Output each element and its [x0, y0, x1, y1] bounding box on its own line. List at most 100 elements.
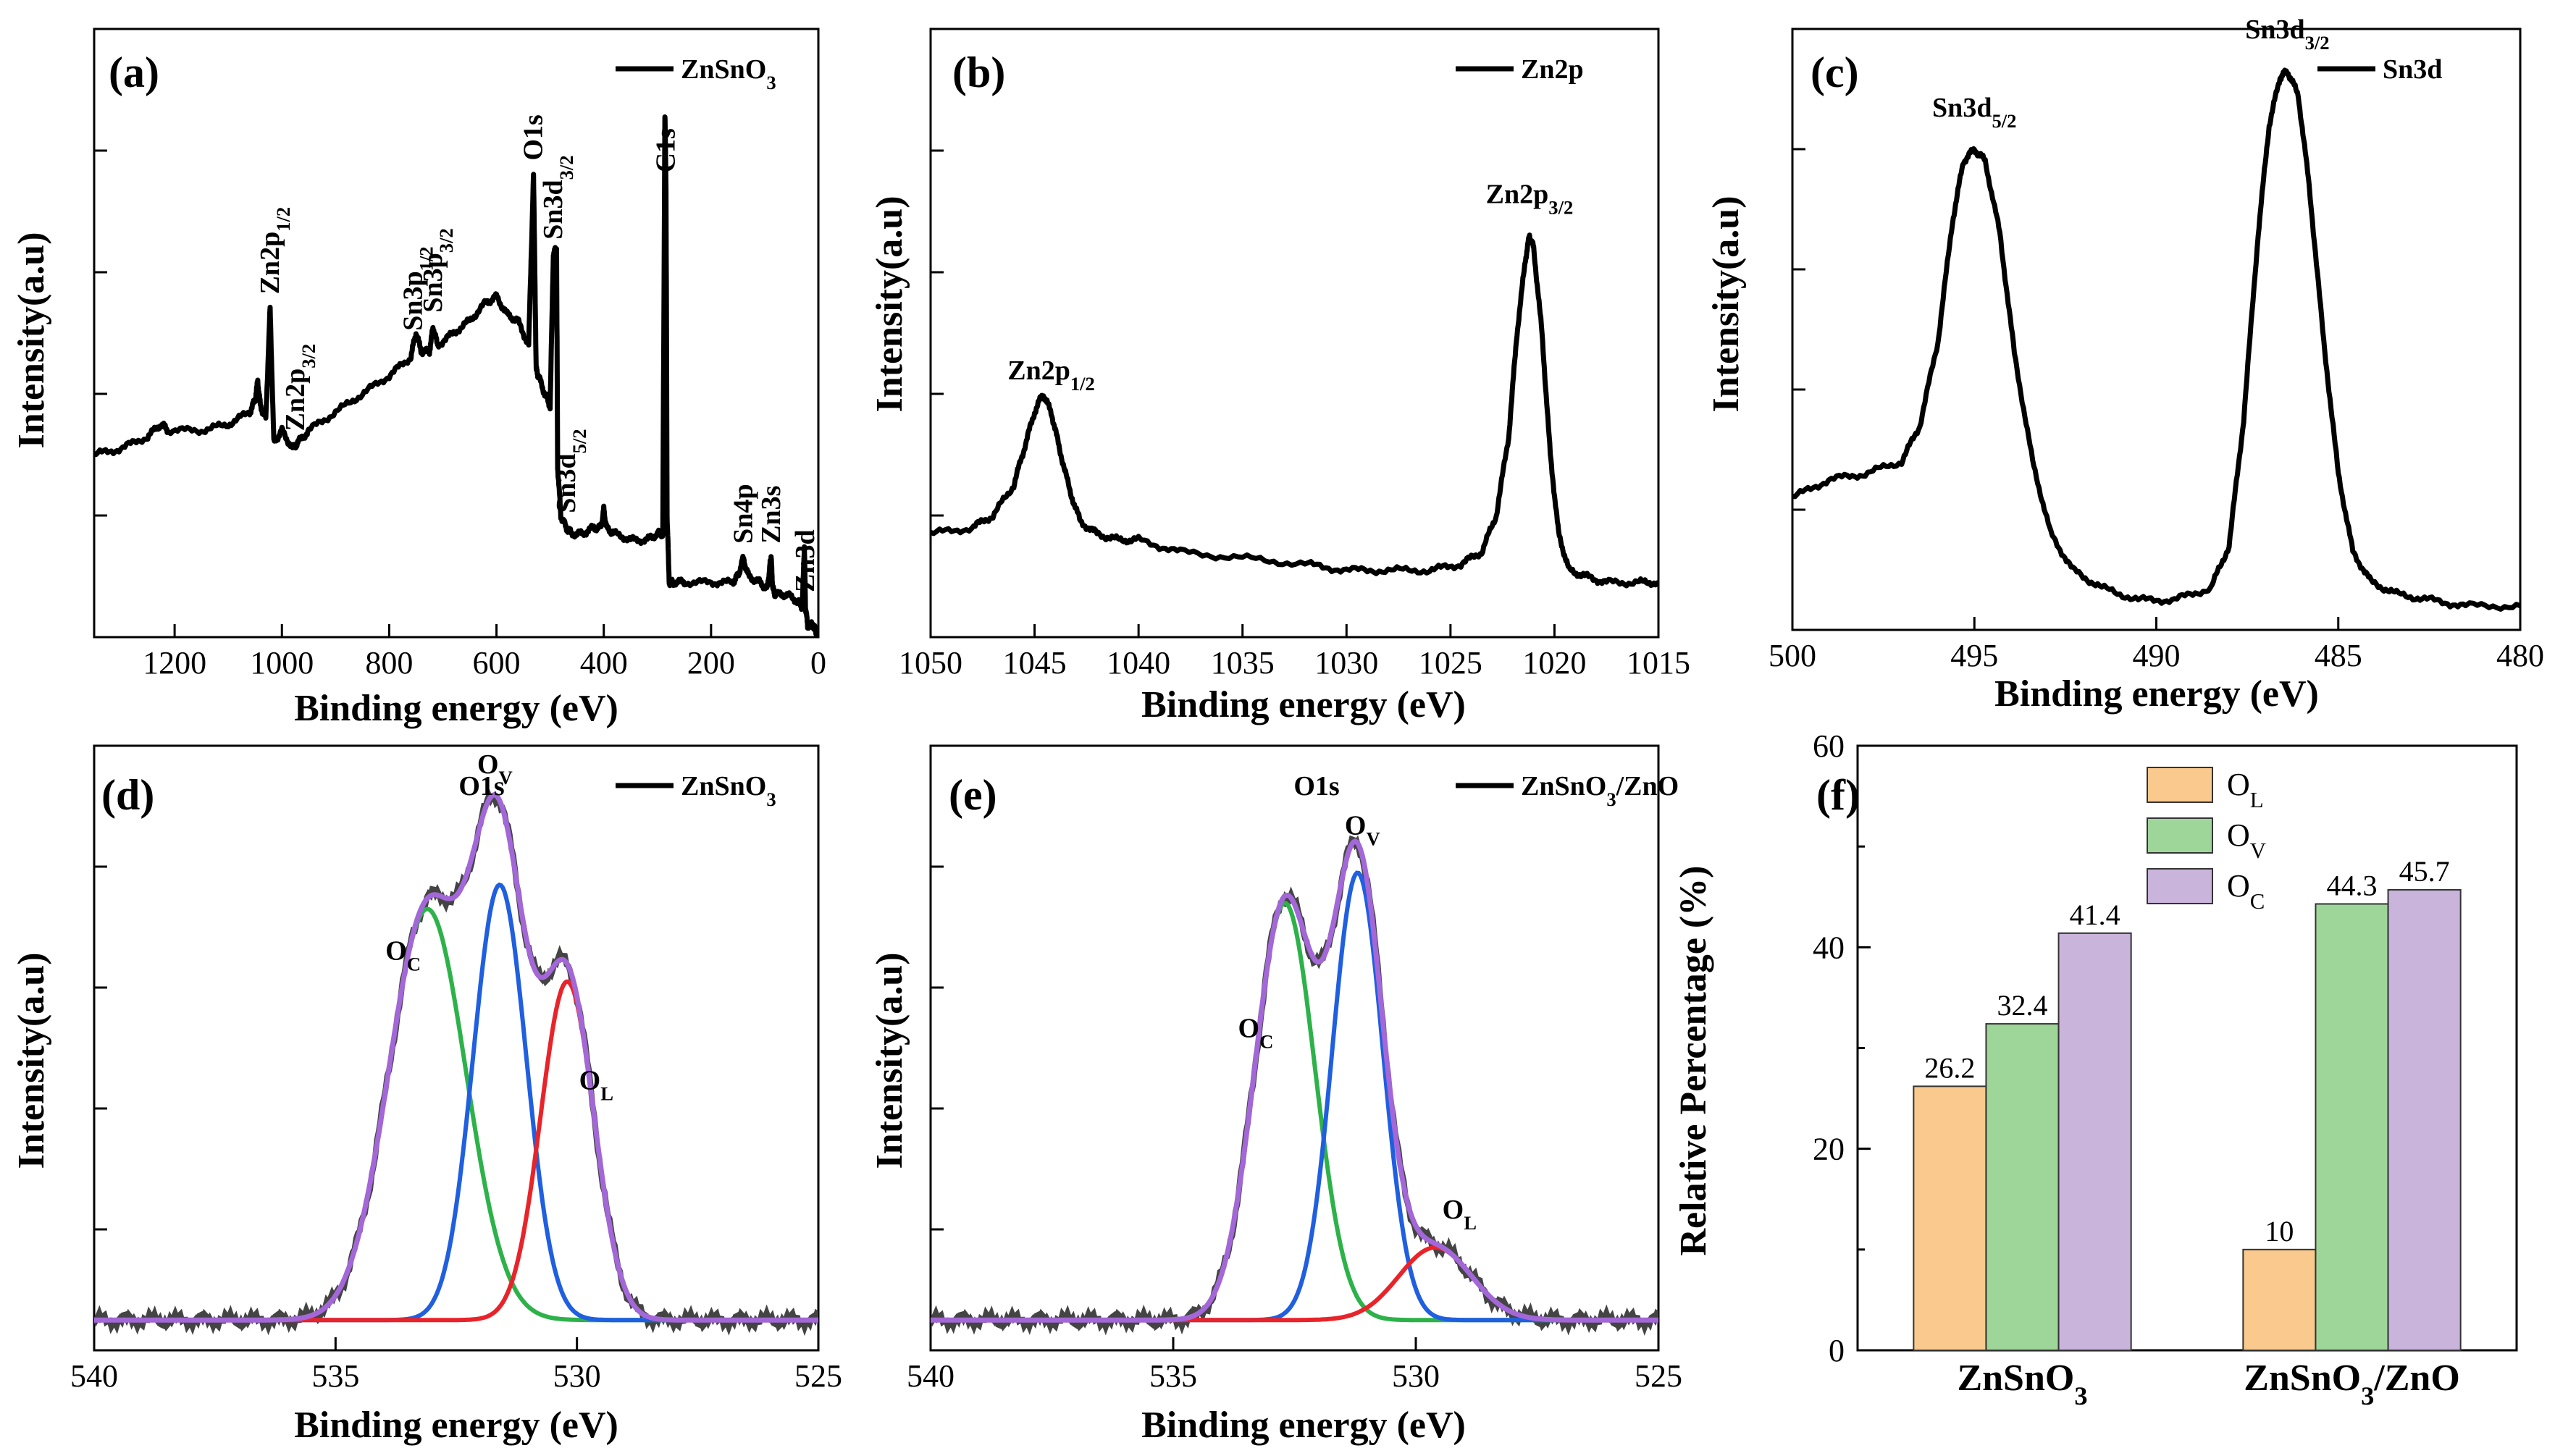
- panel-e-legend: ZnSnO3/ZnO: [1456, 771, 1679, 810]
- panel-b-xtick-label: 1045: [1003, 645, 1067, 681]
- legend-label: ZnSnO3: [681, 771, 776, 810]
- panel-c-series-line: [1792, 67, 2520, 612]
- panel-b-xtick-label: 1025: [1419, 645, 1482, 681]
- panel-e-title: O1s: [1293, 771, 1339, 801]
- panel-e-raw-data: [931, 835, 1658, 1336]
- panel-b-plot: 1050 1045 1040 1035 1030 1025 1020 1015 Zn2p Zn2p…: [899, 28, 1690, 681]
- panel-e-xlabel: Binding energy (eV): [1141, 1405, 1466, 1446]
- panel-a-xtick-label: 400: [580, 645, 628, 681]
- panel-c-xlabel: Binding energy (eV): [1994, 673, 2319, 715]
- panel-a-peak-annotation: Zn2p1/2: [255, 207, 294, 295]
- panel-a-xtick-label: 1000: [250, 645, 314, 681]
- panel-c: 500 495 490 485 480 Sn3d Sn3d5/2 Sn3d3/2 (c) Bi…: [1706, 14, 2544, 715]
- panel-d-xtick-label: 535: [311, 1358, 359, 1394]
- panel-d-peak-annotation: OL: [579, 1066, 613, 1105]
- panel-f-plot: 0 20 40 60 ZnSnO3 26.2 32.4 41.4 ZnSnO3/ZnO 10 44.…: [1813, 728, 2518, 1410]
- panel-d-title: O1s: [458, 771, 504, 801]
- panel-c-xtick-label: 485: [2315, 638, 2362, 673]
- legend-label: ZnSnO3: [681, 54, 776, 93]
- panel-b-ylabel: Intensity(a.u): [869, 195, 910, 412]
- panel-d-ylabel: Intensity(a.u): [11, 952, 52, 1169]
- panel-a: 1200 1000 800 600 400 200 0 ZnSnO3 Zn2p1/2 Zn2p3/…: [11, 28, 826, 729]
- legend-label-OV: OV: [2227, 817, 2266, 863]
- panel-b-xtick-label: 1040: [1107, 645, 1170, 681]
- panel-e-label: (e): [949, 771, 997, 819]
- panel-b-xtick-label: 1030: [1314, 645, 1378, 681]
- panel-c-peak-annotation: Sn3d3/2: [2245, 14, 2329, 54]
- panel-f-bar-value: 41.4: [2070, 899, 2120, 931]
- panel-a-xtick-label: 800: [365, 645, 413, 681]
- panel-f-label: (f): [1816, 771, 1860, 819]
- panel-a-frame: [93, 28, 820, 639]
- panel-e-peak-OV: [931, 870, 1658, 1323]
- panel-a-peak-annotation: Sn3d3/2: [538, 155, 577, 239]
- panel-e-xtick-label: 530: [1392, 1358, 1440, 1394]
- panel-d-peak-OC: [94, 906, 818, 1323]
- panel-f-legend: OL OV OC: [2147, 767, 2266, 914]
- panel-a-plot: 1200 1000 800 600 400 200 0 ZnSnO3 Zn2p1/2 Zn2p3/…: [93, 28, 826, 681]
- panel-d-legend: ZnSnO3: [616, 771, 776, 810]
- panel-a-xtick-label: 200: [687, 645, 735, 681]
- panel-a-legend: ZnSnO3: [616, 54, 776, 93]
- panel-c-xtick-label: 500: [1769, 638, 1816, 673]
- panel-b-legend: Zn2p: [1456, 54, 1584, 85]
- panel-d-peak-OL: [94, 979, 818, 1323]
- panel-c-xtick-label: 495: [1950, 638, 1998, 673]
- panel-e-xtick-label: 525: [1635, 1358, 1682, 1394]
- panel-f-ytick-label: 60: [1813, 728, 1845, 764]
- panel-c-xtick-label: 480: [2496, 638, 2544, 673]
- panel-e-ylabel: Intensity(a.u): [869, 952, 910, 1169]
- panel-e-envelope: [931, 838, 1658, 1323]
- panel-b-xtick-label: 1015: [1627, 645, 1690, 681]
- panel-d-label: (d): [101, 771, 154, 819]
- panel-f-ytick-label: 0: [1829, 1333, 1845, 1368]
- panel-f-category-label: ZnSnO3: [1957, 1358, 2087, 1410]
- panel-a-peak-annotation: Zn2p3/2: [280, 344, 319, 432]
- panel-d-envelope: [94, 792, 818, 1323]
- panel-a-xtick-label: 1200: [143, 645, 206, 681]
- panel-c-ylabel: Intensity(a.u): [1706, 195, 1747, 412]
- panel-e-frame: [929, 744, 1660, 1352]
- panel-d-xlabel: Binding energy (eV): [294, 1405, 618, 1446]
- panel-a-peak-annotation: Sn3p3/2: [418, 228, 457, 312]
- panel-f-bar-OL: [1913, 1085, 1987, 1351]
- panel-b-series-line: [931, 232, 1658, 589]
- panel-e-xtick-label: 535: [1149, 1358, 1197, 1394]
- panel-f-ytick-label: 20: [1813, 1132, 1845, 1167]
- panel-c-xtick-label: 490: [2133, 638, 2181, 673]
- panel-d-xtick-label: 530: [553, 1358, 601, 1394]
- panel-a-peak-annotation: Zn3s: [756, 486, 786, 544]
- panel-b-xtick-label: 1050: [899, 645, 962, 681]
- panel-a-ylabel: Intensity(a.u): [11, 232, 52, 448]
- panel-c-label: (c): [1811, 49, 1859, 96]
- panel-f-bar-value: 44.3: [2327, 869, 2378, 901]
- panel-a-xtick-label: 600: [473, 645, 521, 681]
- panel-f-bar-OL: [2242, 1248, 2317, 1352]
- panel-b-peak-annotation: Zn2p1/2: [1007, 355, 1095, 395]
- legend-swatch-OC: [2147, 868, 2213, 904]
- panel-f-bar-value: 26.2: [1924, 1051, 1975, 1084]
- panel-b-frame: [929, 28, 1660, 639]
- panel-a-peak-annotation: Zn3d: [790, 529, 821, 592]
- panel-b: 1050 1045 1040 1035 1030 1025 1020 1015 Zn2p Zn2p…: [869, 28, 1690, 725]
- panel-e-peak-OC: [931, 901, 1658, 1323]
- panel-e-xtick-label: 540: [907, 1358, 955, 1394]
- panel-f-ytick-label: 40: [1813, 930, 1845, 965]
- panel-f-bar-OV: [1985, 1023, 2060, 1351]
- panel-a-label: (a): [109, 49, 159, 96]
- panel-f-bar-OC: [2387, 889, 2462, 1351]
- panel-c-frame: [1791, 28, 2522, 631]
- panel-f-bar-OV: [2315, 903, 2389, 1352]
- panel-a-peak-annotation: C1s: [651, 128, 681, 172]
- legend-label-OL: OL: [2227, 767, 2264, 812]
- panel-a-peak-annotation: O1s: [519, 114, 549, 160]
- panel-f: 0 20 40 60 ZnSnO3 26.2 32.4 41.4 ZnSnO3/ZnO 10 44.…: [1673, 728, 2518, 1410]
- panel-b-peak-annotation: Zn2p3/2: [1486, 180, 1574, 219]
- panel-a-xtick-label: 0: [810, 645, 826, 681]
- panel-f-category-label: ZnSnO3/ZnO: [2244, 1358, 2460, 1410]
- panel-b-xtick-label: 1035: [1211, 645, 1275, 681]
- panel-f-bar-OC: [2057, 932, 2132, 1351]
